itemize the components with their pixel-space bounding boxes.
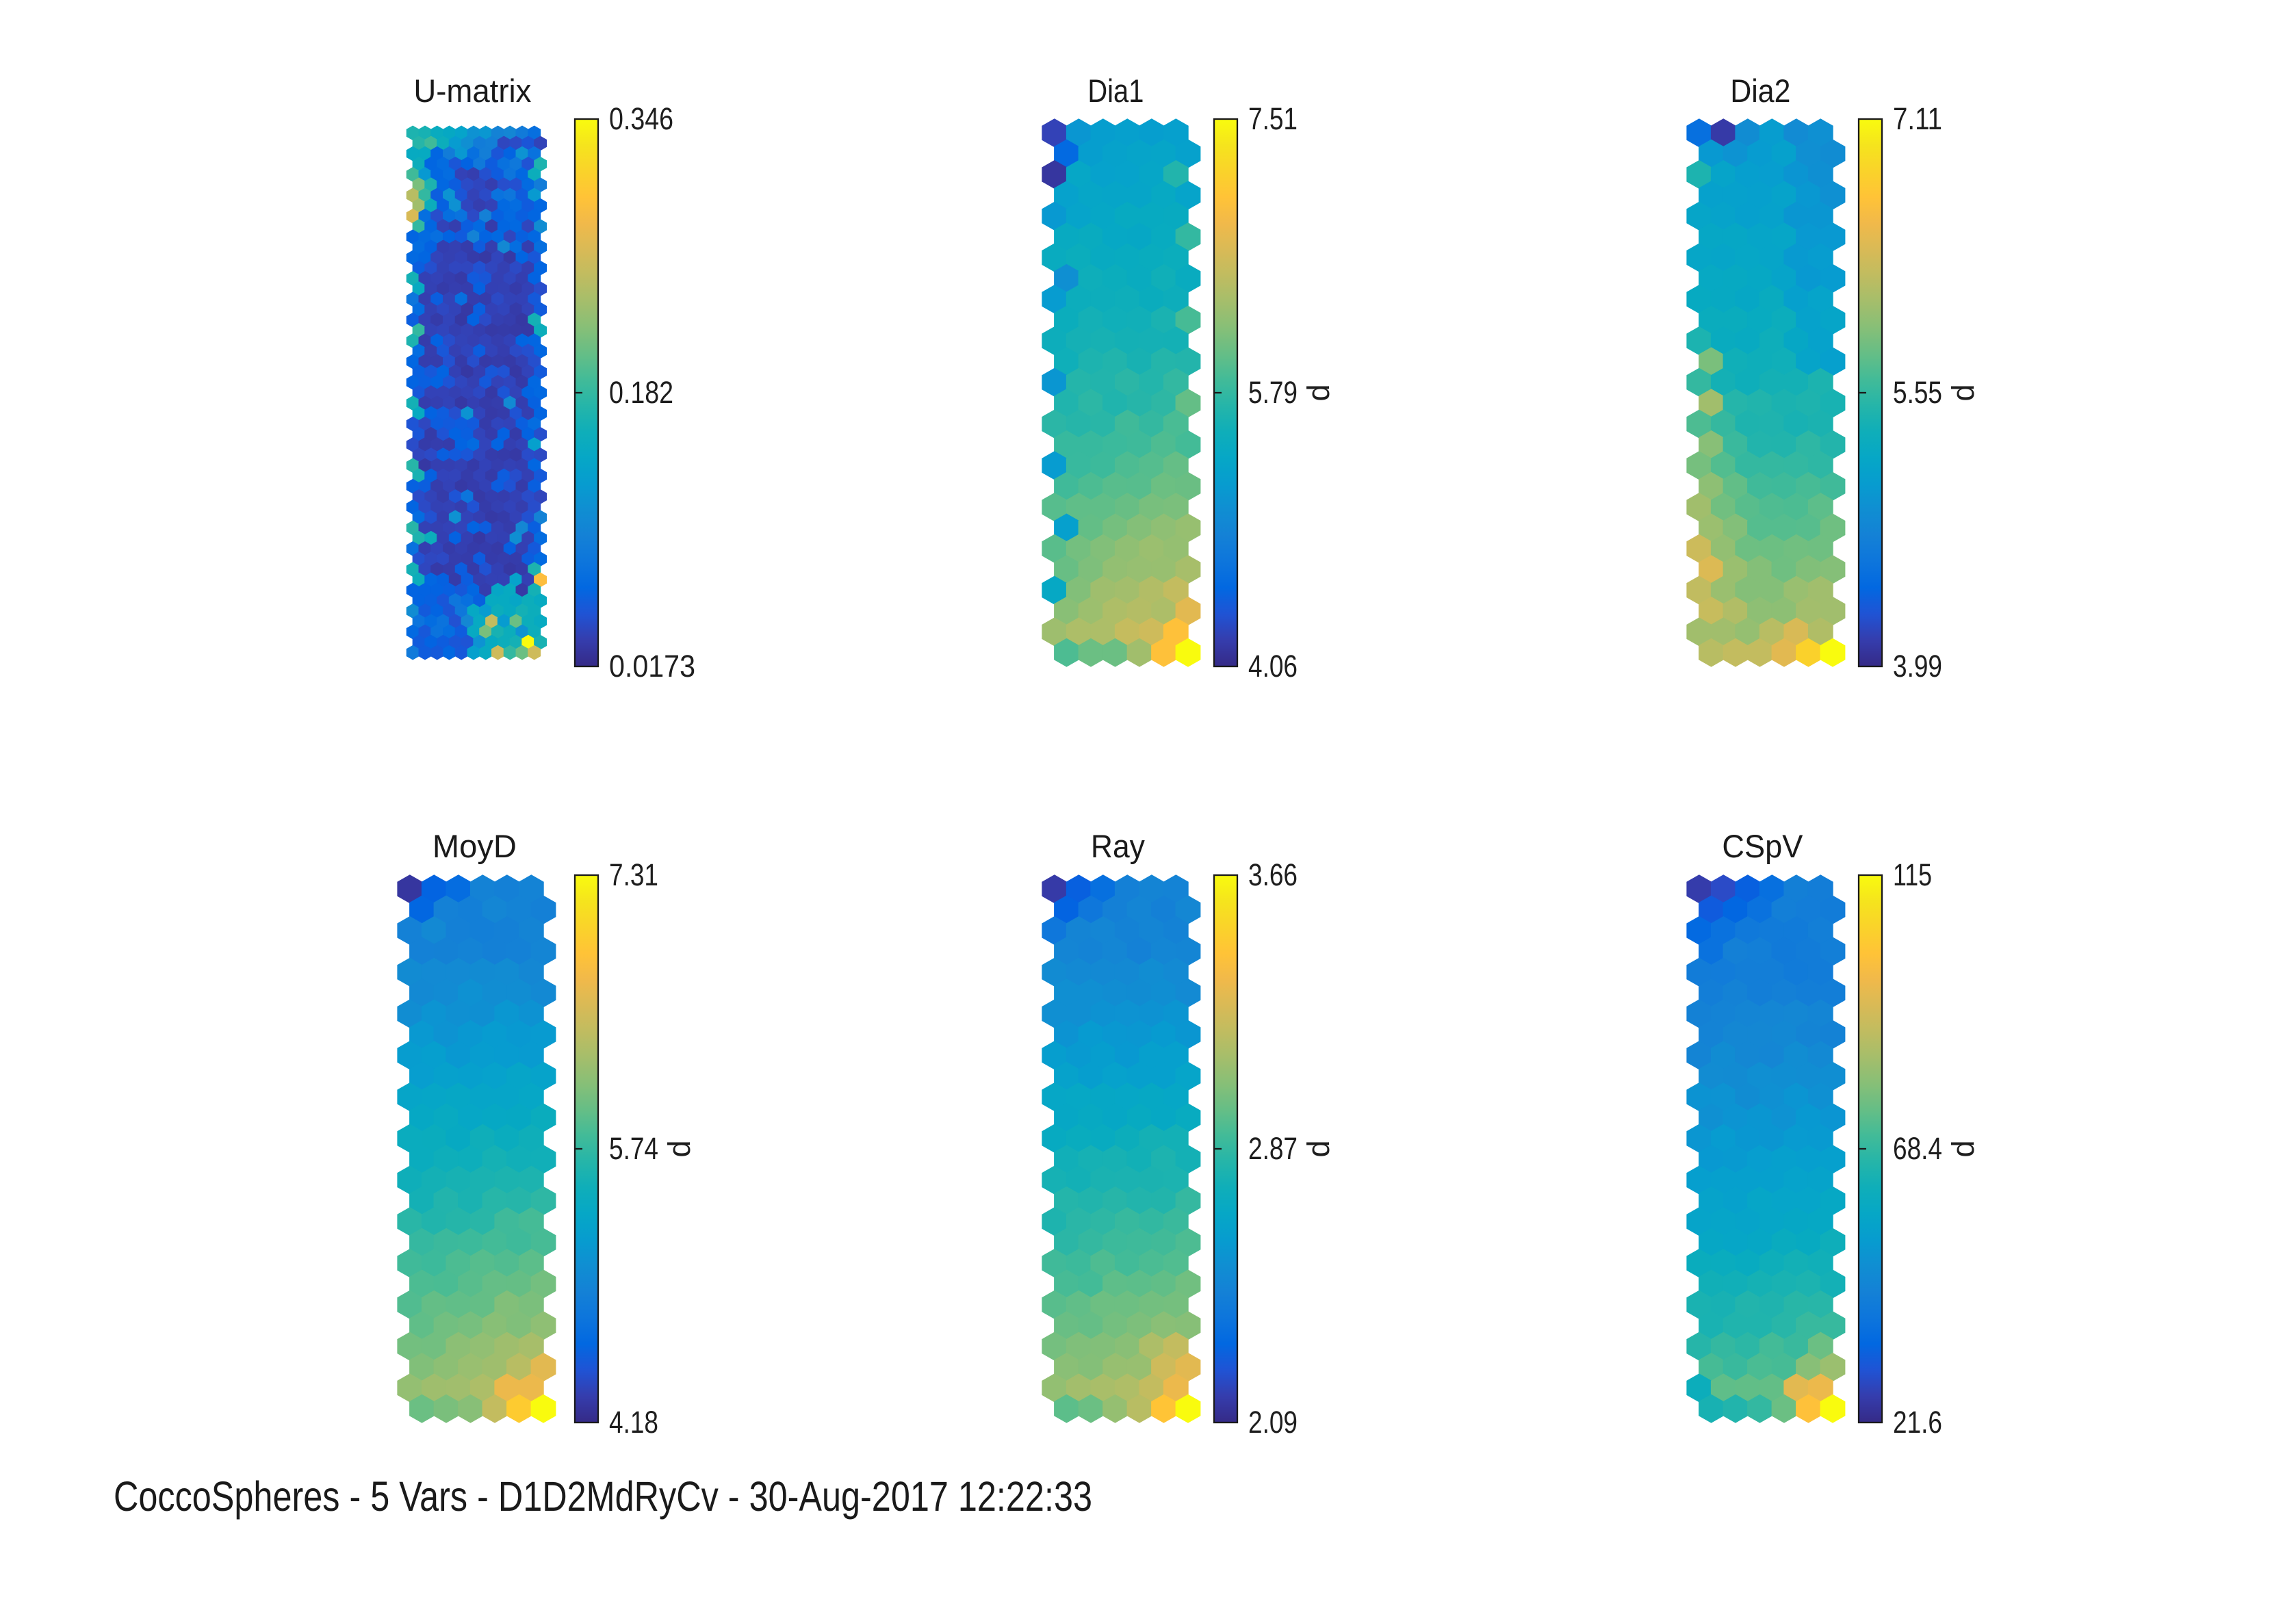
svg-text:5.74: 5.74 [609, 1131, 658, 1166]
svg-text:MoyD: MoyD [433, 828, 517, 864]
svg-text:115: 115 [1893, 857, 1932, 892]
svg-text:Dia1: Dia1 [1087, 73, 1144, 109]
svg-text:Ray: Ray [1091, 828, 1145, 864]
svg-text:21.6: 21.6 [1893, 1405, 1942, 1440]
svg-text:d: d [1946, 1140, 1981, 1157]
svg-text:4.18: 4.18 [609, 1405, 658, 1440]
svg-text:CoccoSpheres - 5 Vars - D1D2Md: CoccoSpheres - 5 Vars - D1D2MdRyCv - 30-… [114, 1473, 1092, 1520]
svg-text:0.0173: 0.0173 [609, 649, 695, 684]
svg-text:CSpV: CSpV [1722, 828, 1803, 864]
svg-text:d: d [1301, 1140, 1336, 1157]
svg-text:d: d [1301, 384, 1336, 401]
svg-text:4.06: 4.06 [1248, 649, 1298, 684]
svg-text:7.31: 7.31 [609, 857, 658, 892]
svg-text:2.09: 2.09 [1248, 1405, 1298, 1440]
svg-text:2.87: 2.87 [1248, 1131, 1298, 1166]
svg-text:3.99: 3.99 [1893, 649, 1942, 684]
svg-text:7.11: 7.11 [1893, 101, 1942, 136]
svg-text:68.4: 68.4 [1893, 1131, 1942, 1166]
svg-text:5.79: 5.79 [1248, 375, 1298, 410]
svg-text:5.55: 5.55 [1893, 375, 1942, 410]
svg-text:0.346: 0.346 [609, 101, 673, 136]
svg-text:d: d [662, 1140, 697, 1157]
svg-text:3.66: 3.66 [1248, 857, 1298, 892]
svg-text:0.182: 0.182 [609, 375, 673, 410]
svg-text:7.51: 7.51 [1248, 101, 1298, 136]
svg-text:Dia2: Dia2 [1730, 73, 1790, 109]
svg-text:U-matrix: U-matrix [413, 73, 531, 109]
svg-text:d: d [1946, 384, 1981, 401]
